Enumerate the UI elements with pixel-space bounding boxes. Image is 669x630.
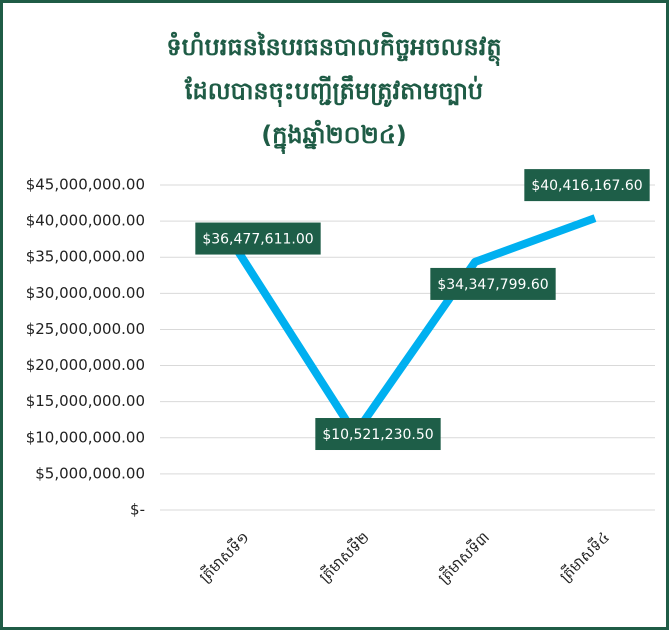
chart-title: (ក្នុងឆ្នាំ២០២៤): [261, 119, 407, 154]
y-tick-label: $10,000,000.00: [26, 428, 145, 446]
data-label-box: [315, 418, 441, 451]
y-tick-label: $-: [130, 501, 145, 519]
data-label-text: $10,521,230.50: [322, 427, 433, 443]
line: [231, 214, 597, 439]
data-label-text: $40,416,167.60: [531, 178, 642, 194]
y-tick-label: $35,000,000.00: [26, 248, 145, 266]
data-label-box: [524, 169, 650, 202]
data-label-text: $36,477,611.00: [202, 232, 313, 248]
data-label: $34,347,799.60: [430, 267, 556, 300]
y-tick-label: $15,000,000.00: [26, 392, 145, 410]
y-tick-label: $5,000,000.00: [35, 464, 145, 482]
chart-title: ដែលបានចុះបញ្ជីត្រឹមត្រូវតាមច្បាប់: [184, 75, 483, 108]
data-label: $36,477,611.00: [195, 222, 321, 255]
chart-title: ទំហំបរធននៃបរធនបាលកិច្ចអចលនវត្ថុ: [166, 31, 501, 66]
data-label-box: [430, 267, 556, 300]
y-tick-label: $25,000,000.00: [26, 320, 145, 338]
data-label-text: $34,347,799.60: [437, 277, 548, 293]
y-tick-label: $45,000,000.00: [26, 176, 145, 194]
y-tick-label: $40,000,000.00: [26, 212, 145, 230]
y-tick-label: $20,000,000.00: [26, 356, 145, 374]
data-label-box: [195, 222, 321, 255]
data-label: $10,521,230.50: [315, 418, 441, 451]
y-tick-label: $30,000,000.00: [26, 284, 145, 302]
data-label: $40,416,167.60: [524, 169, 650, 202]
